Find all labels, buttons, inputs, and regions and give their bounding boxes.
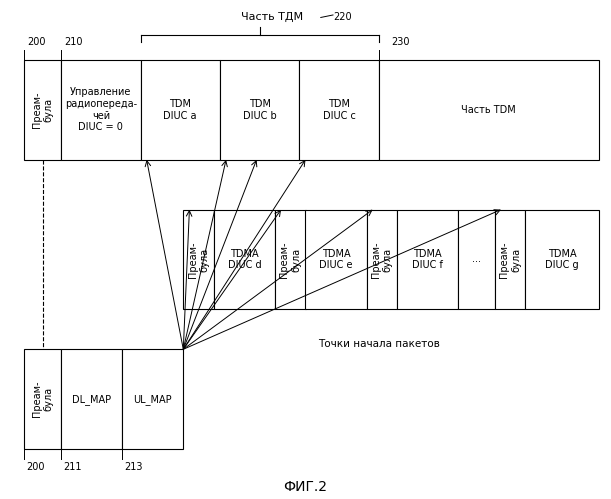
Text: 211: 211 bbox=[63, 462, 81, 472]
Text: Преам-
була: Преам- була bbox=[499, 241, 521, 278]
Bar bbox=[183, 210, 214, 309]
Text: 213: 213 bbox=[124, 462, 142, 472]
Text: UL_MAP: UL_MAP bbox=[133, 394, 172, 405]
Text: Преам-
була: Преам- була bbox=[32, 381, 54, 418]
Text: TDMA
DIUC e: TDMA DIUC e bbox=[320, 249, 353, 270]
Text: 220: 220 bbox=[333, 12, 351, 22]
Bar bbox=[61, 349, 122, 449]
Text: Управление
радиопереда-
чей
DIUC = 0: Управление радиопереда- чей DIUC = 0 bbox=[65, 87, 137, 132]
Bar bbox=[525, 210, 599, 309]
Text: TDM
DIUC b: TDM DIUC b bbox=[243, 99, 277, 121]
Bar bbox=[122, 349, 183, 449]
Bar bbox=[299, 60, 379, 160]
Text: Точки начала пакетов: Точки начала пакетов bbox=[318, 339, 439, 349]
Bar bbox=[367, 210, 397, 309]
Bar bbox=[306, 210, 367, 309]
Text: Преам-
була: Преам- була bbox=[371, 241, 393, 278]
Bar bbox=[379, 60, 599, 160]
Text: TDM
DIUC a: TDM DIUC a bbox=[164, 99, 197, 121]
Text: Часть TDM: Часть TDM bbox=[461, 105, 516, 115]
Text: ...: ... bbox=[472, 254, 481, 264]
Bar bbox=[458, 210, 495, 309]
Bar bbox=[61, 60, 141, 160]
Text: TDMA
DIUC d: TDMA DIUC d bbox=[227, 249, 262, 270]
Text: Часть ТДМ: Часть ТДМ bbox=[241, 12, 304, 22]
Text: Преам-
була: Преам- була bbox=[279, 241, 301, 278]
Bar bbox=[214, 210, 275, 309]
Text: Преам-
була: Преам- була bbox=[188, 241, 210, 278]
Text: TDMA
DIUC f: TDMA DIUC f bbox=[412, 249, 443, 270]
Bar bbox=[397, 210, 458, 309]
Bar bbox=[24, 60, 61, 160]
Text: 230: 230 bbox=[391, 37, 409, 47]
Text: DL_MAP: DL_MAP bbox=[72, 394, 111, 405]
Text: TDMA
DIUC g: TDMA DIUC g bbox=[545, 249, 579, 270]
Text: 210: 210 bbox=[64, 37, 82, 47]
Bar bbox=[220, 60, 299, 160]
Bar bbox=[275, 210, 306, 309]
Text: Преам-
була: Преам- була bbox=[32, 91, 54, 128]
Bar bbox=[24, 349, 61, 449]
Text: 200: 200 bbox=[27, 37, 46, 47]
Text: ФИГ.2: ФИГ.2 bbox=[284, 480, 327, 494]
Text: TDM
DIUC c: TDM DIUC c bbox=[323, 99, 356, 121]
Bar bbox=[141, 60, 220, 160]
Text: 200: 200 bbox=[26, 462, 45, 472]
Bar bbox=[495, 210, 525, 309]
